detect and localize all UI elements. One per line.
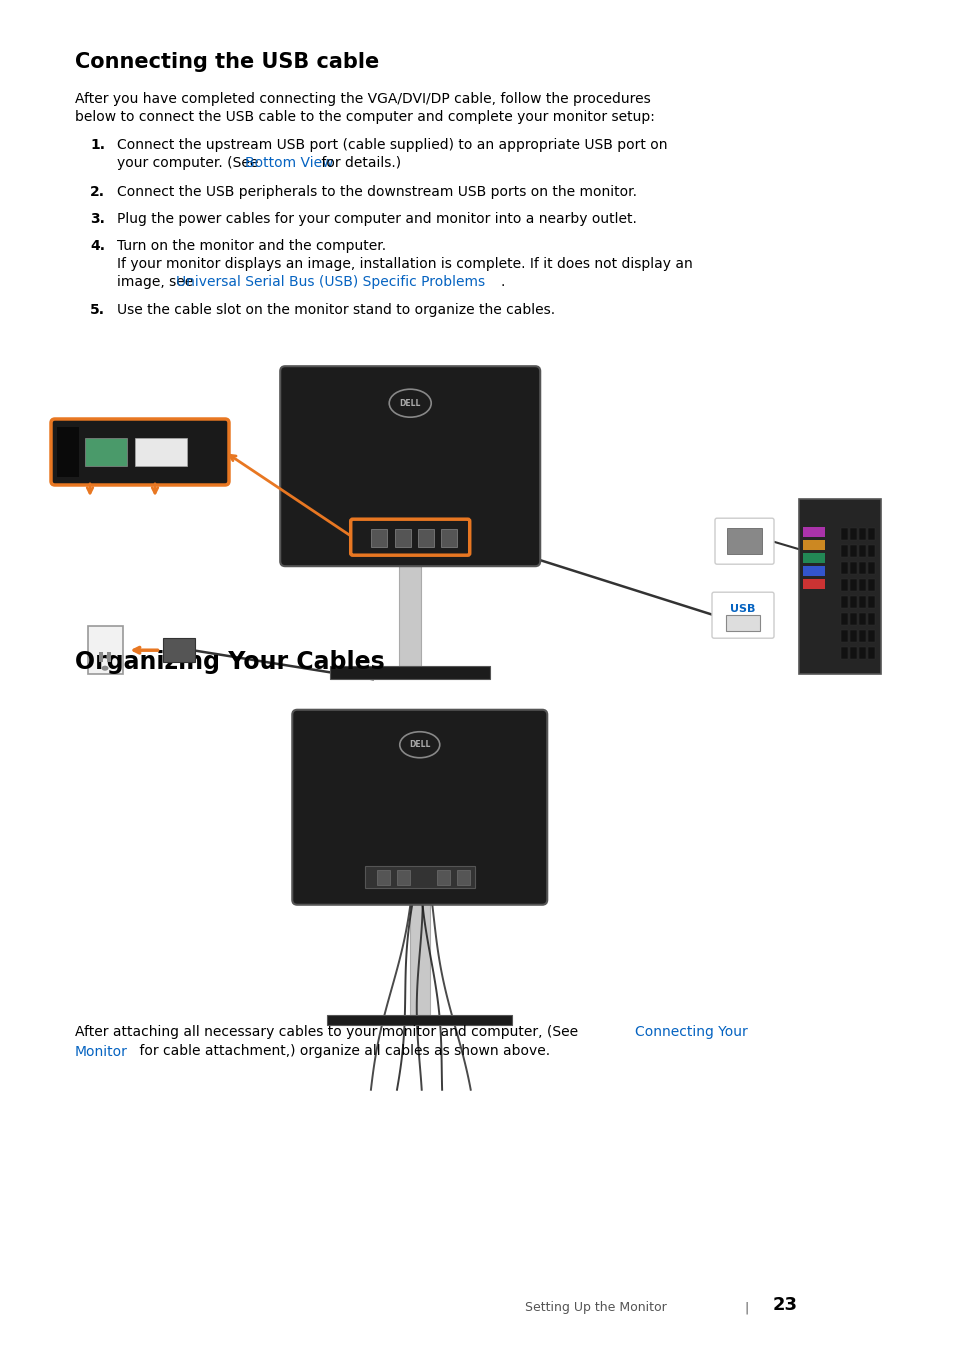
Bar: [799, 499, 880, 675]
Text: Connecting Your: Connecting Your: [635, 1025, 747, 1038]
Text: Turn on the monitor and the computer.: Turn on the monitor and the computer.: [117, 239, 386, 253]
Bar: [867, 648, 874, 660]
Bar: [849, 579, 856, 591]
Bar: [867, 529, 874, 541]
Text: DELL: DELL: [409, 741, 430, 749]
Bar: [330, 667, 490, 679]
Bar: [57, 427, 79, 477]
Bar: [417, 529, 434, 548]
Text: 5.: 5.: [90, 303, 105, 316]
FancyBboxPatch shape: [711, 592, 773, 638]
Text: Connect the upstream USB port (cable supplied) to an appropriate USB port on: Connect the upstream USB port (cable sup…: [117, 138, 667, 151]
Bar: [841, 545, 847, 557]
Bar: [410, 899, 429, 1015]
Text: USB: USB: [730, 604, 755, 614]
FancyBboxPatch shape: [292, 710, 547, 904]
Text: for cable attachment,) organize all cables as shown above.: for cable attachment,) organize all cabl…: [135, 1045, 550, 1059]
Bar: [802, 579, 824, 589]
Bar: [135, 438, 187, 466]
Text: 1.: 1.: [90, 138, 105, 151]
FancyBboxPatch shape: [51, 419, 229, 485]
Bar: [456, 869, 469, 884]
Bar: [841, 579, 847, 591]
Text: your computer. (See: your computer. (See: [117, 155, 262, 170]
Text: If your monitor displays an image, installation is complete. If it does not disp: If your monitor displays an image, insta…: [117, 257, 692, 270]
Bar: [436, 869, 449, 884]
Bar: [858, 562, 865, 575]
Bar: [802, 541, 824, 550]
Bar: [841, 630, 847, 642]
Bar: [867, 596, 874, 608]
Bar: [88, 626, 122, 675]
Text: Setting Up the Monitor: Setting Up the Monitor: [524, 1301, 666, 1314]
Bar: [849, 545, 856, 557]
FancyBboxPatch shape: [714, 518, 773, 564]
Text: image, see: image, see: [117, 274, 197, 289]
Bar: [858, 596, 865, 608]
Bar: [99, 652, 103, 662]
Bar: [849, 562, 856, 575]
FancyBboxPatch shape: [280, 366, 539, 566]
Bar: [725, 615, 760, 631]
Bar: [85, 438, 127, 466]
Text: Universal Serial Bus (USB) Specific Problems: Universal Serial Bus (USB) Specific Prob…: [175, 274, 485, 289]
Text: Bottom View: Bottom View: [245, 155, 334, 170]
Bar: [849, 529, 856, 541]
Bar: [858, 529, 865, 541]
Text: After attaching all necessary cables to your monitor and computer, (See: After attaching all necessary cables to …: [75, 1025, 582, 1038]
Bar: [867, 630, 874, 642]
Text: Connecting the USB cable: Connecting the USB cable: [75, 51, 379, 72]
Bar: [802, 566, 824, 576]
Bar: [858, 614, 865, 625]
Text: 4.: 4.: [90, 239, 105, 253]
Text: 23: 23: [772, 1297, 797, 1314]
Text: .: .: [499, 274, 504, 289]
Bar: [327, 1015, 512, 1025]
Bar: [841, 529, 847, 541]
Bar: [802, 527, 824, 537]
Bar: [841, 648, 847, 660]
Bar: [858, 579, 865, 591]
Bar: [396, 869, 410, 884]
Bar: [364, 865, 475, 888]
Bar: [802, 553, 824, 564]
Text: Organizing Your Cables: Organizing Your Cables: [75, 650, 384, 675]
Bar: [867, 545, 874, 557]
Bar: [858, 545, 865, 557]
Text: |: |: [743, 1301, 747, 1314]
Bar: [395, 529, 411, 548]
Text: Use the cable slot on the monitor stand to organize the cables.: Use the cable slot on the monitor stand …: [117, 303, 555, 316]
Bar: [841, 596, 847, 608]
Bar: [867, 579, 874, 591]
Bar: [858, 630, 865, 642]
Ellipse shape: [101, 665, 109, 671]
Text: After you have completed connecting the VGA/DVI/DP cable, follow the procedures: After you have completed connecting the …: [75, 92, 650, 105]
Bar: [440, 529, 456, 548]
Bar: [841, 562, 847, 575]
Bar: [858, 648, 865, 660]
Bar: [162, 638, 194, 662]
Bar: [849, 596, 856, 608]
Bar: [371, 529, 386, 548]
Text: below to connect the USB cable to the computer and complete your monitor setup:: below to connect the USB cable to the co…: [75, 110, 654, 124]
Text: 2.: 2.: [90, 185, 105, 199]
Bar: [867, 614, 874, 625]
Text: for details.): for details.): [316, 155, 400, 170]
Bar: [849, 648, 856, 660]
Bar: [849, 614, 856, 625]
Text: DELL: DELL: [399, 399, 420, 408]
Bar: [398, 561, 421, 667]
Text: Monitor: Monitor: [75, 1045, 128, 1059]
Bar: [867, 562, 874, 575]
Bar: [841, 614, 847, 625]
Text: 3.: 3.: [90, 212, 105, 226]
Bar: [376, 869, 390, 884]
Text: Connect the USB peripherals to the downstream USB ports on the monitor.: Connect the USB peripherals to the downs…: [117, 185, 637, 199]
Text: Plug the power cables for your computer and monitor into a nearby outlet.: Plug the power cables for your computer …: [117, 212, 637, 226]
Bar: [726, 529, 761, 554]
Bar: [849, 630, 856, 642]
Bar: [107, 652, 111, 662]
